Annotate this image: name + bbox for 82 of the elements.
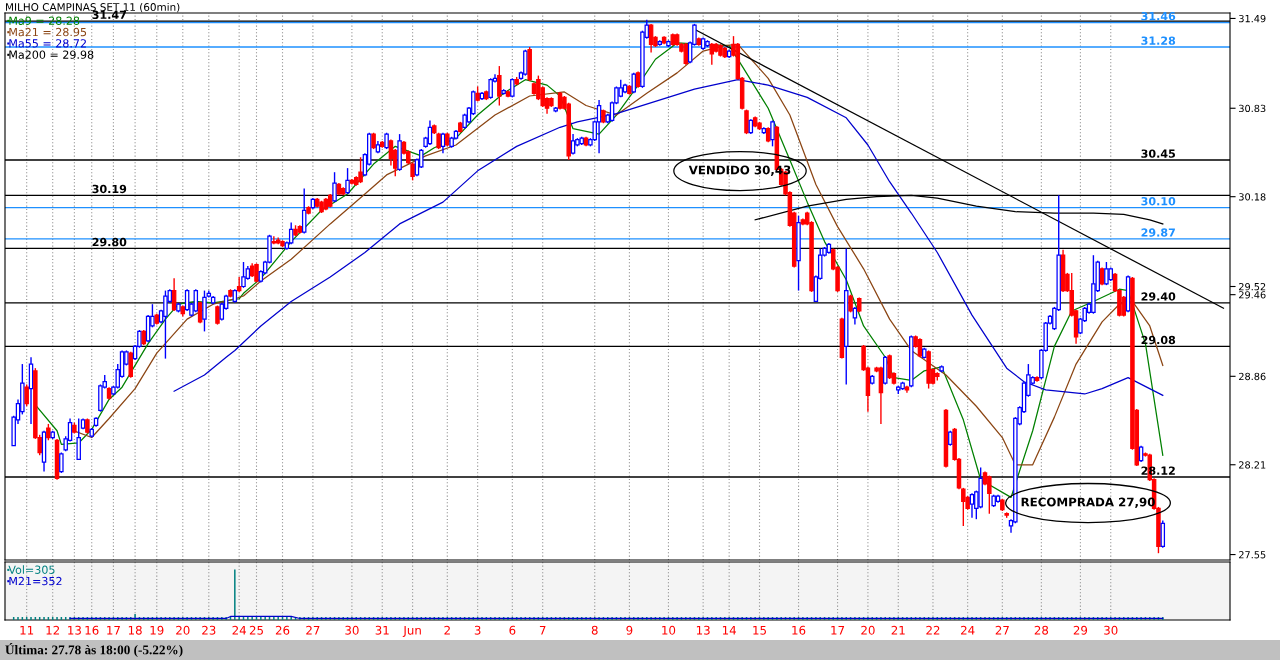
candlestick [236, 276, 242, 293]
category-label: 27 [306, 625, 320, 635]
candlestick [1104, 261, 1109, 286]
category-label: 21 [891, 625, 905, 635]
ref-line-label: 30.45 [1141, 149, 1176, 158]
candlestick [770, 119, 775, 148]
category-label: 7 [539, 625, 546, 635]
candlestick [596, 99, 602, 154]
candlestick [345, 167, 350, 195]
category-label: 11 [20, 625, 34, 635]
y-tick-label: 28.21 [1239, 461, 1266, 469]
category-label: 2 [444, 625, 450, 635]
category-label: 24 [961, 625, 975, 635]
candlestick [24, 383, 29, 407]
candlestick [388, 138, 394, 167]
category-label: 24 [232, 625, 247, 635]
category-label: 22 [926, 625, 940, 635]
candlestick [241, 261, 246, 289]
legend-label: Ma55 = 28.72 [9, 39, 86, 48]
category-label: 27 [995, 625, 1009, 635]
category-label: 3 [474, 625, 481, 635]
candlestick [887, 353, 892, 380]
ref-line-label: 30.19 [92, 184, 127, 194]
candlestick [128, 351, 134, 379]
category-label: 16 [792, 625, 806, 635]
category-label: 13 [696, 625, 710, 635]
legend-label: Ma21 = 28.95 [9, 27, 87, 37]
category-label: 17 [831, 625, 845, 635]
category-label: 20 [176, 625, 190, 635]
candlestick [570, 133, 576, 156]
ref-line-label: 29.80 [92, 237, 127, 247]
category-label: 16 [85, 625, 99, 635]
candlestick [358, 156, 363, 184]
category-label: 15 [753, 625, 766, 635]
category-label: Jun [402, 625, 421, 637]
y-tick-label: 30.83 [1239, 104, 1266, 113]
category-label: 29 [1073, 625, 1088, 635]
ref-line-label: 31.28 [1141, 36, 1176, 45]
candlestick [488, 77, 493, 100]
candlestick [497, 65, 502, 107]
candlestick [523, 49, 528, 77]
category-label: 20 [861, 625, 875, 635]
ref-line-label: 29.40 [1141, 292, 1176, 301]
category-label: 6 [509, 625, 516, 635]
category-label: 28 [1034, 625, 1049, 635]
candlestick [961, 487, 966, 527]
legend-label: Vol=305 [8, 565, 55, 574]
candlestick [202, 289, 207, 333]
ref-line-label: 31.46 [1141, 11, 1176, 21]
category-label: 13 [68, 625, 81, 635]
y-tick-label: 28.86 [1239, 372, 1266, 381]
category-label: 25 [249, 625, 263, 635]
category-label: 17 [107, 625, 120, 635]
y-tick-label: 31.49 [1239, 14, 1266, 23]
legend-label: M21=352 [9, 576, 62, 586]
category-label: 14 [722, 625, 737, 635]
category-label: 30 [345, 625, 359, 635]
ref-line-label: 29.87 [1141, 228, 1175, 237]
category-label: 23 [202, 625, 216, 635]
category-label: 26 [275, 625, 290, 635]
candlestick [332, 171, 337, 203]
text: Última: 27.78 às 18:00 (-5.22%) [5, 642, 183, 658]
category-label: 18 [128, 625, 142, 635]
category-label: 9 [626, 625, 633, 635]
ref-line-label: 30.10 [1141, 197, 1176, 206]
y-tick-label: 29.52 [1239, 282, 1266, 291]
category-label: 8 [591, 625, 598, 635]
y-tick-label: 29.46 [1239, 291, 1266, 299]
y-tick-label: 27.55 [1239, 551, 1266, 559]
category-label: 31 [375, 625, 389, 635]
y-tick-label: 30.18 [1239, 193, 1266, 201]
category-label: 12 [46, 625, 60, 635]
candlestick [76, 417, 81, 461]
candlestick [969, 492, 975, 519]
candlestick [987, 474, 992, 515]
legend-label: Ma9 = 28.28 [9, 16, 80, 25]
category-label: 30 [1104, 625, 1118, 635]
category-label: 19 [150, 625, 164, 635]
candlestick [163, 289, 168, 360]
legend-label: Ma200 = 29.98 [9, 50, 94, 59]
category-label: 10 [662, 625, 676, 635]
candlestick [744, 108, 749, 135]
